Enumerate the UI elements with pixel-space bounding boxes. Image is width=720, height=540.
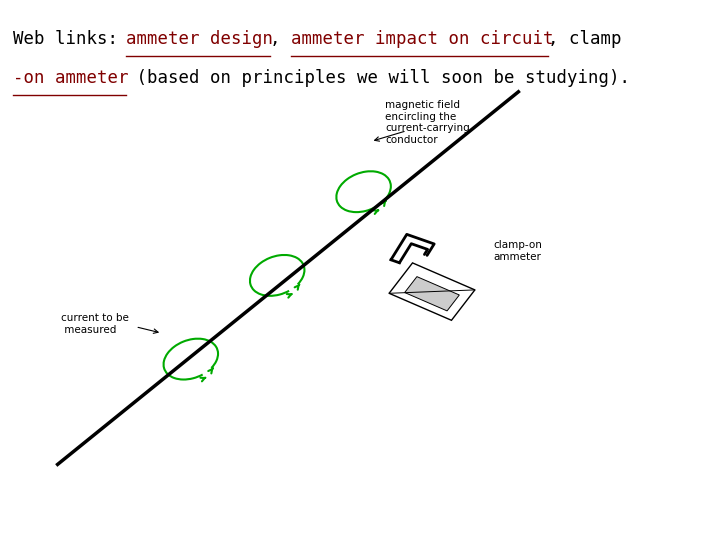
Text: ammeter impact on circuit: ammeter impact on circuit: [291, 30, 554, 48]
Text: magnetic field
encircling the
current-carrying
conductor: magnetic field encircling the current-ca…: [385, 100, 470, 145]
Text: , clamp: , clamp: [549, 30, 622, 48]
Text: ,: ,: [270, 30, 292, 48]
Text: clamp-on
ammeter: clamp-on ammeter: [493, 240, 542, 262]
Polygon shape: [405, 276, 459, 311]
Text: current to be
 measured: current to be measured: [61, 313, 129, 335]
Text: Web links:: Web links:: [13, 30, 128, 48]
Text: ammeter design: ammeter design: [126, 30, 273, 48]
Text: -on ammeter: -on ammeter: [13, 69, 128, 86]
Text: (based on principles we will soon be studying).: (based on principles we will soon be stu…: [126, 69, 630, 86]
